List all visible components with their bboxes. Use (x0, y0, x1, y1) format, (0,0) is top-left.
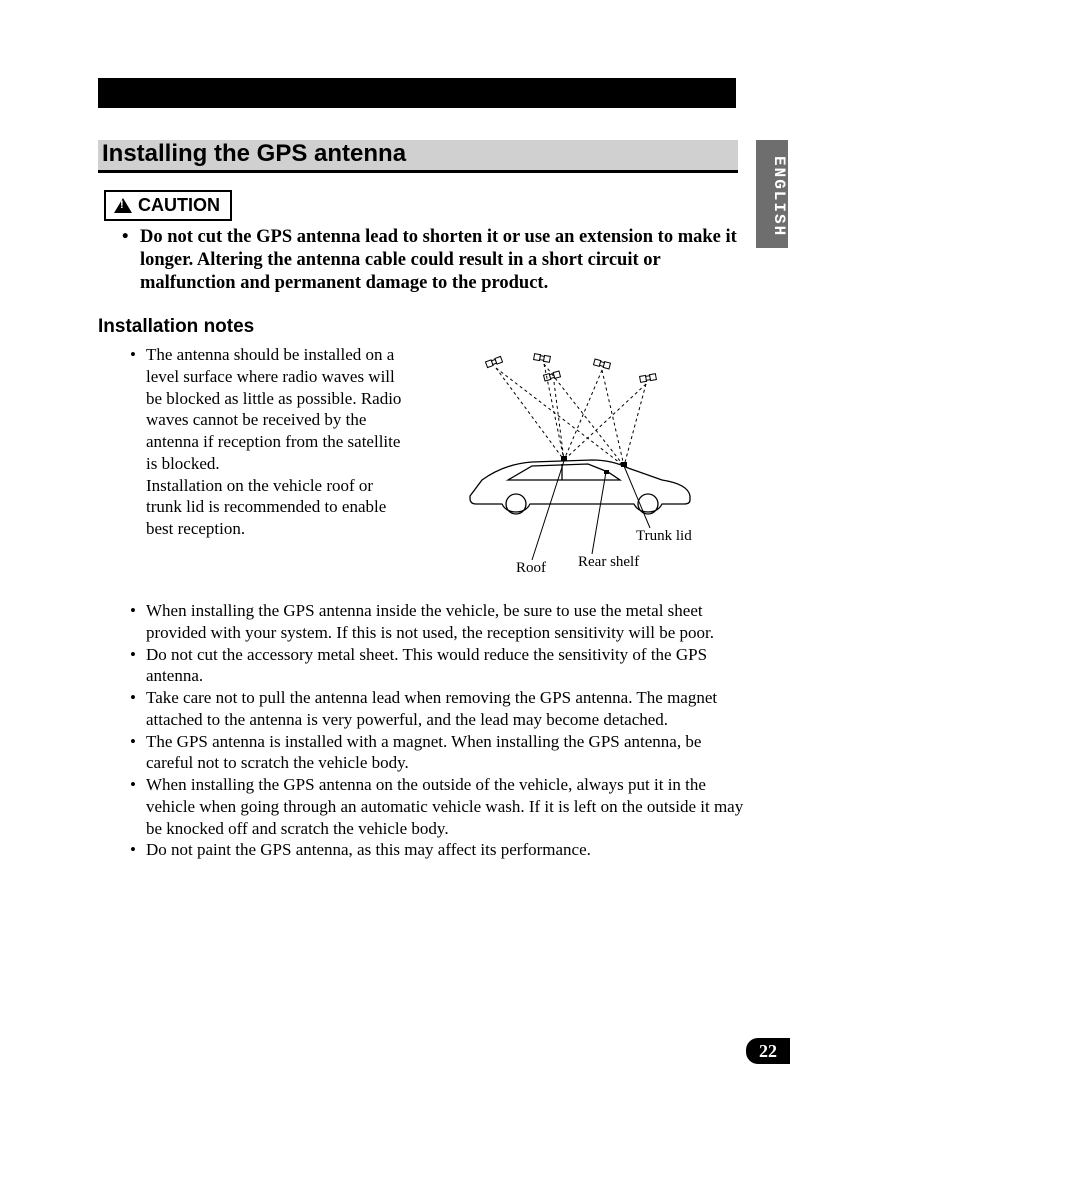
diagram-label-rear-shelf: Rear shelf (578, 554, 639, 570)
list-item: When installing the GPS antenna inside t… (146, 600, 746, 644)
caution-box: CAUTION (104, 190, 232, 221)
warning-icon (114, 198, 132, 213)
note-first: The antenna should be installed on a lev… (146, 344, 406, 540)
section-heading-wrap: Installing the GPS antenna (98, 140, 738, 173)
notes-list: When installing the GPS antenna inside t… (146, 600, 746, 861)
page-number-tab: 22 (746, 1038, 790, 1064)
list-item: When installing the GPS antenna on the o… (146, 774, 746, 839)
caution-label: CAUTION (138, 195, 220, 216)
diagram-label-trunk-lid: Trunk lid (636, 528, 692, 544)
list-item: Do not cut the accessory metal sheet. Th… (146, 644, 746, 688)
diagram-label-roof: Roof (516, 560, 546, 576)
top-black-bar (98, 78, 736, 108)
list-item: The GPS antenna is installed with a magn… (146, 731, 746, 775)
antenna-diagram: Roof Rear shelf Trunk lid (452, 348, 732, 580)
sub-heading: Installation notes (98, 316, 254, 338)
list-item: Do not paint the GPS antenna, as this ma… (146, 839, 746, 861)
list-item: Take care not to pull the antenna lead w… (146, 687, 746, 731)
caution-text: Do not cut the GPS antenna lead to short… (140, 226, 740, 295)
language-side-tab: ENGLISH (756, 140, 788, 248)
section-heading: Installing the GPS antenna (98, 140, 738, 173)
